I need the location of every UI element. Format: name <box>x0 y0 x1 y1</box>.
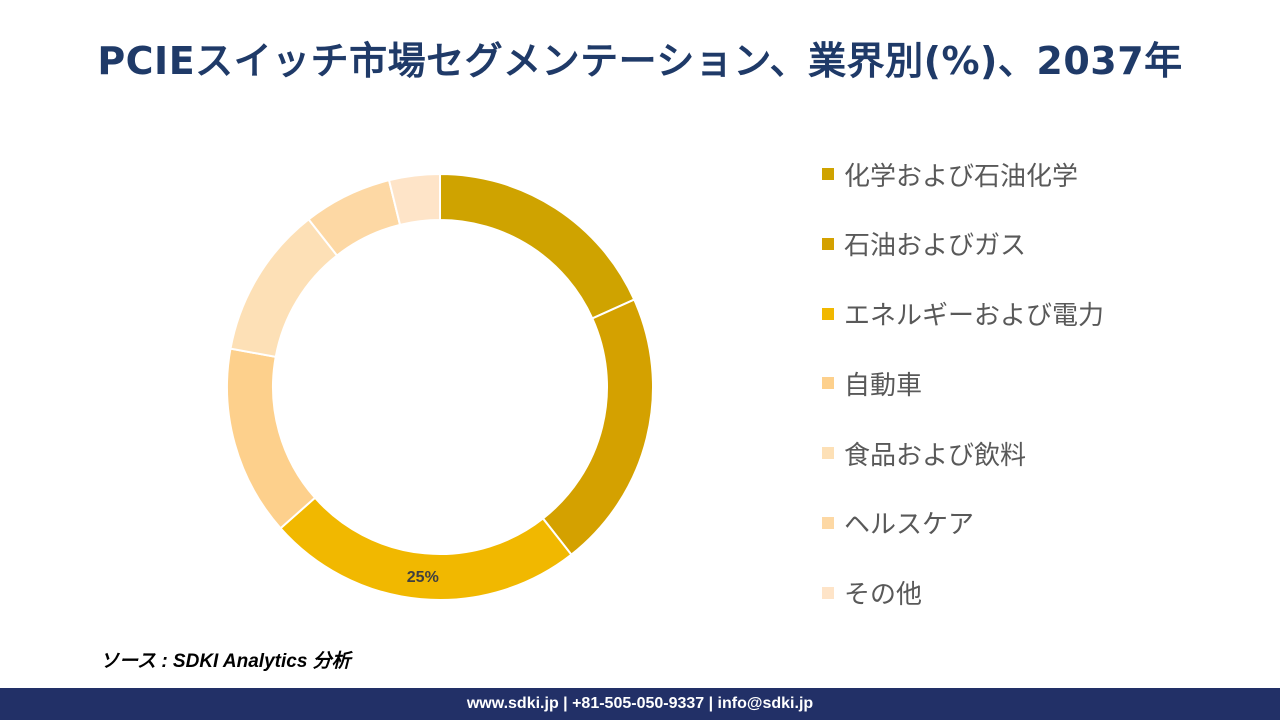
slice-data-label: 25% <box>407 569 439 586</box>
legend-item: 自動車 <box>822 361 1104 405</box>
legend-item: その他 <box>822 571 1104 615</box>
legend-item: ヘルスケア <box>822 501 1104 545</box>
legend-swatch <box>822 307 834 320</box>
legend-swatch <box>822 377 834 390</box>
legend-label: 自動車 <box>844 370 923 401</box>
legend-item: 石油およびガス <box>822 222 1104 266</box>
legend-label: エネルギーおよび電力 <box>844 301 1105 332</box>
legend-label: 石油およびガス <box>844 231 1027 262</box>
legend-item: 化学および石油化学 <box>822 152 1104 196</box>
legend-swatch <box>822 237 834 250</box>
donut-slice <box>439 172 636 320</box>
legend-label: 化学および石油化学 <box>844 161 1079 192</box>
legend-swatch <box>822 168 834 180</box>
legend-label: その他 <box>844 580 923 611</box>
source-note: ソース : SDKI Analytics 分析 <box>100 651 351 672</box>
donut-chart: 25% <box>226 172 654 601</box>
legend-item: エネルギーおよび電力 <box>822 292 1104 336</box>
legend-label: ヘルスケア <box>844 510 975 541</box>
chart-legend: 化学および石油化学 石油およびガスエネルギーおよび電力 自動車食品および飲料 ヘルスケ… <box>822 152 1104 641</box>
donut-slice <box>226 347 317 530</box>
donut-slice <box>541 298 654 557</box>
donut-slice <box>387 172 441 227</box>
legend-swatch <box>822 586 834 599</box>
chart-title: PCIEスイッチ市場セグメンテーション、業界別(%)、2037年 <box>97 39 1183 83</box>
legend-swatch <box>822 516 834 529</box>
footer-contact-bar: www.sdki.jp | +81-505-050-9337 | info@sd… <box>0 688 1280 720</box>
donut-slice <box>229 217 339 359</box>
legend-swatch <box>822 447 834 460</box>
legend-item: 食品および飲料 <box>822 431 1104 475</box>
legend-label: 食品および飲料 <box>844 440 1027 471</box>
